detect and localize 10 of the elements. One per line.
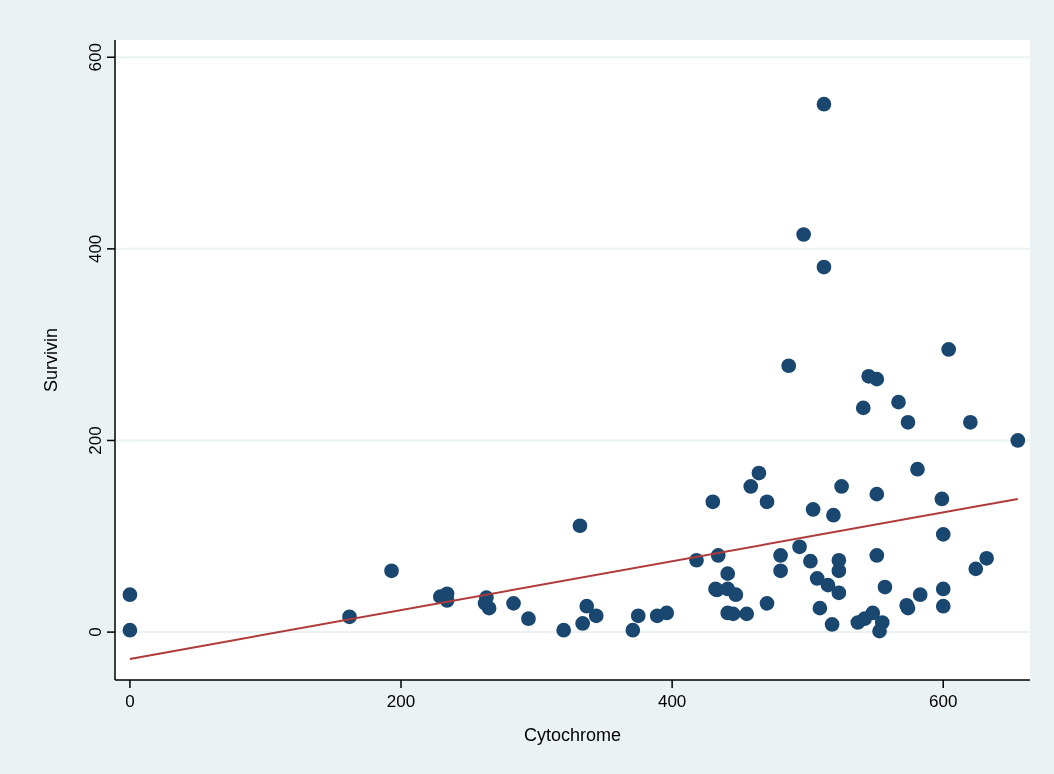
y-tick-label: 400 [86,234,105,264]
y-tick-label: 200 [86,426,105,455]
y-tick-label: 0 [86,627,105,637]
x-tick-label: 400 [657,692,687,711]
y-tick-label: 600 [86,43,105,72]
x-tick-label: 600 [929,692,958,711]
x-tick-label: 200 [386,692,416,711]
x-axis-title: Cytochrome [523,725,622,745]
y-axis-title: Survivin [41,327,61,393]
x-tick-label: 0 [125,692,135,711]
